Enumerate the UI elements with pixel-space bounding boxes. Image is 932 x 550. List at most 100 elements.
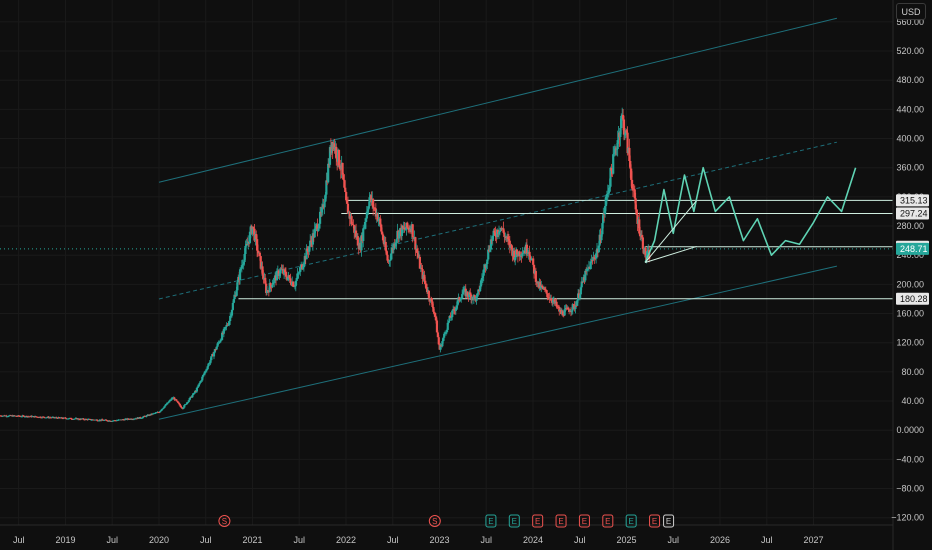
candle-body: [584, 270, 587, 281]
candle-body: [20, 416, 23, 418]
candle-body: [578, 294, 582, 298]
candle-body: [462, 288, 466, 292]
candle-body: [185, 404, 188, 405]
candle-body: [209, 360, 212, 364]
candle-body: [534, 271, 537, 282]
price-tick-label: −40.00: [896, 454, 924, 464]
candle-body: [416, 253, 420, 258]
candle-body: [433, 311, 436, 313]
candle-body: [469, 292, 472, 295]
candle-body: [316, 224, 319, 231]
candle-body: [456, 300, 459, 306]
channel-upper-line: [158, 17, 838, 183]
candle-body: [646, 251, 649, 256]
candle-body: [609, 167, 612, 187]
candle-body: [212, 352, 216, 357]
candle-body: [23, 415, 26, 417]
candle-body: [182, 407, 185, 409]
candle-body: [311, 233, 314, 245]
price-tick-label: 520.00: [896, 46, 924, 56]
candle-body: [228, 321, 231, 325]
candle-body: [521, 253, 524, 257]
event-marker-symbol: E: [652, 517, 657, 526]
candle-body: [605, 194, 609, 197]
candle-body: [153, 413, 156, 415]
candle-body: [476, 293, 479, 297]
candle-body: [551, 300, 555, 303]
candle-body: [406, 222, 409, 228]
candle-body: [176, 401, 180, 403]
candle-body: [293, 286, 297, 287]
candle-body: [459, 299, 462, 301]
candle-body: [177, 402, 181, 404]
candle-body: [597, 245, 600, 253]
candle-body: [370, 195, 373, 203]
current-price-label-box: [896, 242, 929, 255]
candle-body: [575, 305, 578, 307]
candle-body: [265, 283, 268, 293]
candle-body: [600, 234, 603, 241]
candle-body: [401, 225, 404, 229]
candle-body: [187, 400, 190, 402]
earnings-marker-icon: [555, 514, 567, 528]
earnings-marker-icon: [485, 514, 497, 528]
price-axis-background: [893, 0, 932, 550]
currency-badge[interactable]: USD: [896, 3, 926, 20]
candle-body: [604, 196, 608, 207]
candle-body: [199, 381, 202, 383]
candle-body: [78, 418, 81, 420]
candle-body: [193, 392, 196, 394]
candle-body: [303, 256, 306, 265]
candle-body: [449, 316, 452, 318]
candle-body: [280, 268, 283, 270]
candle-body: [593, 257, 596, 259]
candle-body: [590, 259, 593, 262]
event-marker-symbol: E: [512, 517, 517, 526]
candle-body: [639, 233, 642, 237]
candle-body: [130, 418, 133, 420]
candle-body: [164, 404, 167, 407]
candle-body: [376, 213, 379, 221]
level-price-label-box: [896, 194, 929, 207]
candle-body: [196, 386, 199, 388]
candle-body: [323, 201, 326, 208]
candle-body: [571, 304, 574, 311]
candle-body: [541, 285, 544, 287]
candle-body: [494, 232, 497, 237]
candle-body: [458, 297, 461, 301]
candle-body: [403, 227, 406, 230]
candle-body: [510, 244, 513, 250]
time-tick-label: 2027: [804, 535, 824, 545]
candle-body: [635, 209, 638, 215]
time-tick-label: Jul: [200, 535, 212, 545]
candle-body: [430, 298, 433, 302]
candle-body: [486, 259, 489, 265]
candle-body: [24, 416, 27, 418]
candle-body: [630, 168, 633, 180]
candle-body: [245, 244, 248, 246]
candle-body: [530, 258, 533, 261]
candle-body: [491, 235, 494, 241]
candle-body: [562, 315, 565, 316]
candle-body: [337, 149, 341, 166]
candle-body: [180, 407, 183, 409]
candle-body: [508, 240, 511, 248]
candle-body: [272, 282, 275, 285]
candle-body: [513, 250, 516, 261]
candle-body: [116, 420, 119, 421]
candle-body: [394, 242, 397, 247]
candle-body: [601, 223, 604, 235]
price-tick-label: 0.0000: [896, 425, 924, 435]
candle-body: [390, 248, 394, 254]
candle-body: [139, 417, 142, 419]
candle-body: [185, 402, 189, 405]
candle-body: [273, 277, 276, 283]
candle-body: [318, 223, 321, 229]
candle-body: [301, 266, 305, 269]
candle-body: [372, 207, 376, 209]
candle-body: [200, 380, 203, 382]
candle-body: [379, 218, 382, 225]
candle-body: [264, 277, 267, 284]
